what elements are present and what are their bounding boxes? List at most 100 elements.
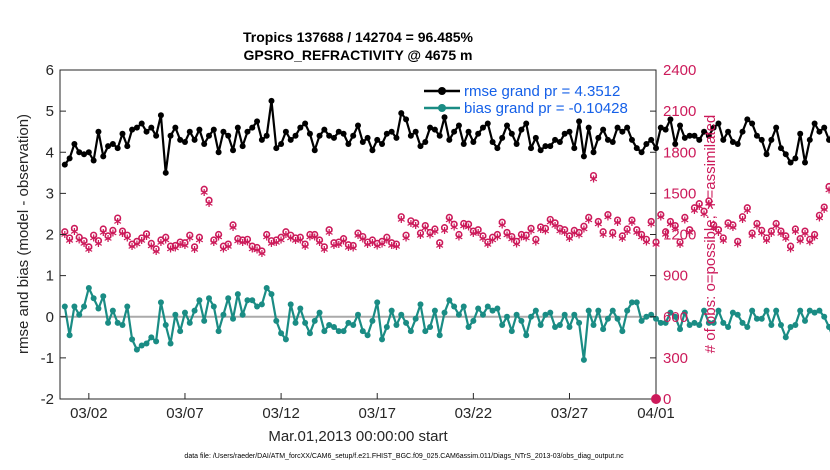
bias-point [66,332,73,339]
obs-assimilated-point: * [455,231,463,249]
bias-point [167,340,174,347]
bias-point [455,311,462,318]
obs-possible-point [811,230,819,239]
rmse-point [460,141,467,148]
obs-possible-point [383,233,391,241]
bias-point [172,311,179,318]
rmse-point [446,136,453,143]
bias-point [383,324,390,331]
obs-assimilated-point: * [782,232,790,250]
bias-point [186,319,193,326]
rmse-point [210,126,217,133]
obs-assimilated-point: * [474,226,482,244]
rmse-point [806,136,813,143]
y-tick-label-right: 600 [663,309,688,326]
bias-point [393,321,400,328]
obs-assimilated-point: * [330,239,338,257]
bias-point [792,321,799,328]
obs-possible-point [522,231,530,239]
bias-point [388,307,395,314]
rmse-point [330,134,337,141]
obs-possible-point [758,226,766,234]
obs-assimilated-point: * [642,235,650,253]
obs-assimilated-point: * [248,242,256,260]
bias-point [273,317,280,324]
obs-possible-point [690,204,699,212]
x-tick-label: 03/17 [358,405,396,422]
obs-possible-point [80,237,88,245]
bias-point [239,311,246,318]
bias-point [763,307,770,314]
obs-assimilated-point: * [513,237,521,255]
obs-assimilated-point: * [219,242,227,260]
obs-assimilated-point: * [465,220,473,238]
obs-possible-series [61,171,830,255]
obs-possible-point [589,171,598,180]
bias-point [475,305,482,312]
bias-point [624,307,631,314]
bias-point [359,328,366,335]
bias-point [436,332,443,339]
obs-possible-point [66,234,74,242]
bias-point [114,319,121,326]
obs-assimilated-point: * [666,218,674,236]
obs-possible-point [551,219,559,227]
chart-subtitle: GPSRO_REFRACTIVITY @ 4675 m [244,47,473,63]
x-tick-label: 03/27 [551,405,589,422]
rmse-point [619,128,626,135]
bias-point [484,303,491,310]
rmse-point [172,124,179,131]
obs-assimilated-point: * [296,233,304,251]
rmse-point [282,128,289,135]
obs-assimilated-point: * [614,216,622,234]
bias-point [177,328,184,335]
obs-assimilated-point: * [268,237,276,255]
obs-assimilated-point: * [503,229,511,247]
rmse-point [114,145,121,152]
bias-point [441,309,448,316]
bias-point [196,297,203,304]
obs-assimilated-point: * [652,238,660,256]
bias-series [61,284,830,363]
bias-point [542,311,549,318]
obs-possible-point [657,211,665,219]
rmse-series [61,97,830,176]
legend-rmse-label: rmse grand pr = 4.3512 [464,83,620,100]
rmse-point [431,126,438,133]
rmse-point [138,120,145,127]
obs-possible-point [109,226,117,234]
obs-assimilated-point: * [162,233,170,251]
bias-point [85,284,92,291]
obs-assimilated-point: * [671,222,679,240]
obs-assimilated-point: * [138,234,146,252]
obs-assimilated-point: * [811,231,819,249]
bias-point [268,291,275,298]
rmse-point [100,153,107,160]
obs-assimilated-point: * [460,220,468,238]
rmse-point [412,128,419,135]
y-tick-label-right: 900 [663,268,688,285]
obs-possible-point [575,228,583,237]
obs-assimilated-point: * [719,234,727,252]
x-tick-label: 03/22 [455,405,493,422]
bias-point [633,299,640,306]
bias-point [105,319,112,326]
rmse-point [797,130,804,137]
obs-assimilated-point: * [585,213,593,231]
obs-assimilated-point: * [647,218,655,236]
obs-possible-point [714,226,723,234]
obs-possible-point [426,228,434,237]
obs-assimilated-point: * [109,227,117,245]
obs-assimilated-point: * [724,219,732,237]
bias-point [479,311,486,318]
bias-point [758,315,765,322]
bias-point [321,328,328,335]
obs-assimilated-point: * [537,223,545,241]
obs-possible-point [700,207,708,215]
obs-assimilated-point: * [609,229,617,247]
obs-assimilated-point: * [734,237,742,255]
obs-possible-point [676,238,684,246]
obs-assimilated-point: * [441,224,449,242]
rmse-point [604,136,611,143]
bias-point [508,328,515,335]
